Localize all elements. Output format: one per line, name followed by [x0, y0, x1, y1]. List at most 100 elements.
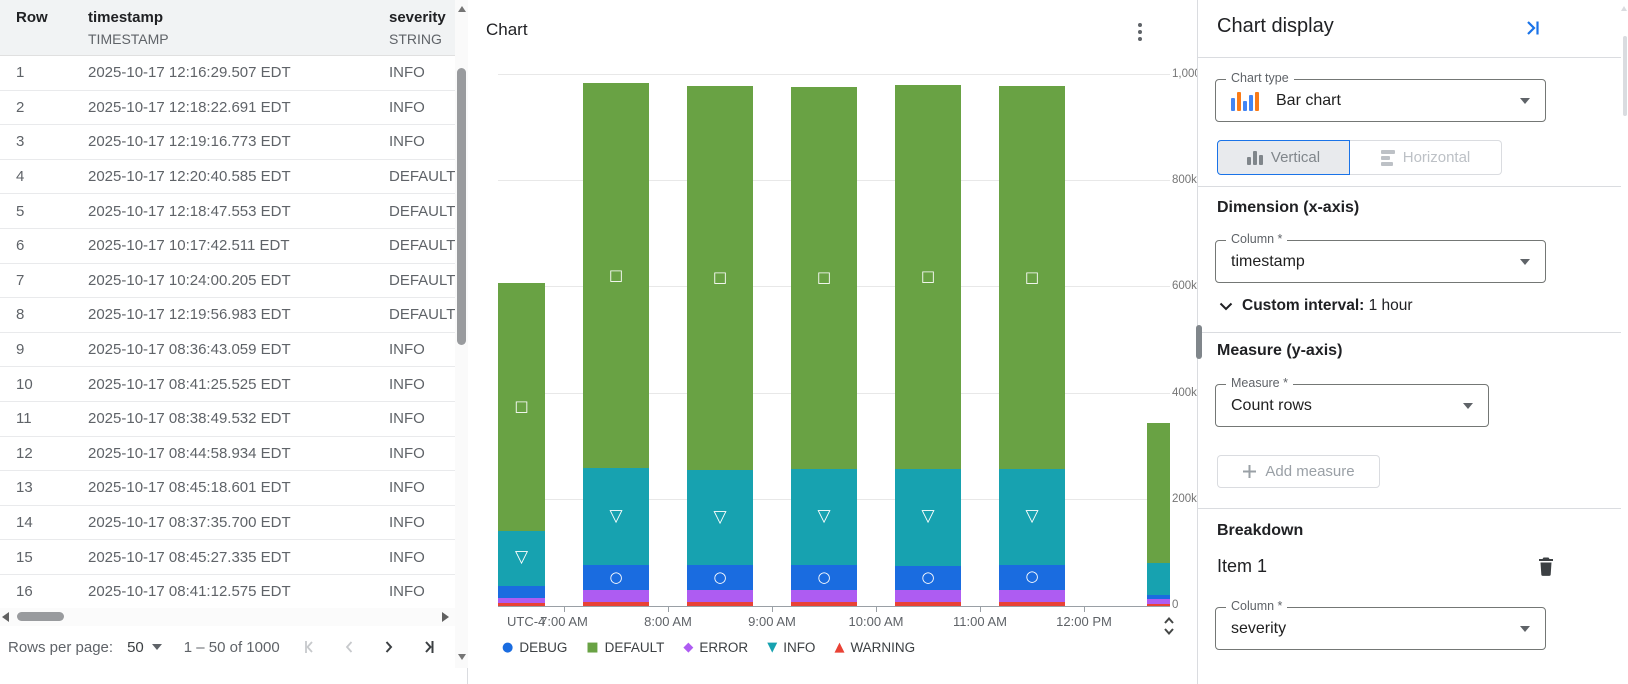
chart-type-select[interactable]: Chart type Bar chart	[1215, 71, 1546, 122]
rows-per-page-select[interactable]: 50	[127, 639, 162, 656]
bar-segment-debug[interactable]: ○	[687, 565, 753, 590]
bar-segment-debug[interactable]: ○	[583, 565, 649, 591]
vertical-orientation-button[interactable]: Vertical	[1217, 140, 1350, 175]
table-horizontal-scrollbar[interactable]	[0, 608, 455, 626]
triangle-up-legend-icon: ▲	[834, 640, 845, 655]
bar-segment-error[interactable]	[999, 589, 1065, 603]
bar-segment-default[interactable]: □	[999, 86, 1065, 470]
chevron-down-icon	[1520, 97, 1530, 104]
bar-segment-error[interactable]	[583, 590, 649, 603]
bar-segment-default[interactable]: □	[895, 85, 961, 470]
bar-segment-info[interactable]: ▽	[895, 469, 961, 566]
bar-segment-warning[interactable]	[791, 602, 857, 606]
legend-item-info[interactable]: ▼ INFO	[767, 640, 815, 655]
square-legend-icon: ■	[586, 640, 599, 655]
panel-scrollbar-thumb[interactable]	[1196, 325, 1202, 359]
table-header-row: Row timestamp TIMESTAMP severity STRING	[0, 0, 455, 56]
bar-segment-debug[interactable]	[498, 585, 545, 599]
table-row: 16 2025-10-17 08:41:12.575 EDT INFO	[0, 574, 455, 610]
legend-item-error[interactable]: ◆ ERROR	[683, 640, 748, 655]
bar-segment-warning[interactable]	[583, 602, 649, 606]
table-cell: 4	[16, 168, 25, 186]
table-cell: 1	[16, 64, 25, 82]
last-page-button[interactable]	[414, 632, 444, 662]
bar-segment-debug[interactable]: ○	[999, 564, 1065, 590]
vertical-label: Vertical	[1270, 149, 1321, 166]
scroll-up-arrow-icon[interactable]	[458, 6, 466, 12]
chevron-down-icon	[1520, 258, 1530, 265]
custom-interval-value: 1 hour	[1368, 297, 1413, 314]
bar-segment-info[interactable]: ▽	[498, 530, 545, 586]
measure-value: Count rows	[1231, 396, 1312, 414]
x-axis-line	[498, 606, 1170, 607]
x-axis-tick	[564, 606, 565, 612]
bar-segment-default[interactable]: □	[498, 282, 545, 531]
delete-item-icon[interactable]	[1535, 555, 1557, 577]
window-scrollbar[interactable]	[1621, 0, 1628, 684]
breakdown-column-select[interactable]: Column * severity	[1215, 599, 1546, 650]
dimension-column-select[interactable]: Column * timestamp	[1215, 232, 1546, 283]
bar-segment-warning[interactable]	[999, 602, 1065, 606]
table-cell: DEFAULT	[389, 306, 455, 324]
bar-segment-warning[interactable]	[895, 602, 961, 606]
custom-interval-expander[interactable]: Custom interval: 1 hour	[1219, 297, 1413, 315]
chart-options-kebab-menu[interactable]	[1131, 21, 1149, 43]
horizontal-scrollbar-thumb[interactable]	[17, 612, 64, 621]
x-axis-tick	[980, 606, 981, 612]
vertical-scrollbar-thumb[interactable]	[457, 68, 466, 345]
bar-segment-debug[interactable]: ○	[895, 565, 961, 591]
horizontal-orientation-button[interactable]: Horizontal	[1350, 140, 1502, 175]
triangle-down-marker-icon: ▽	[609, 505, 623, 526]
legend-item-warning[interactable]: ▲ WARNING	[834, 640, 915, 655]
bar-segment-info[interactable]: ▽	[791, 469, 857, 566]
scroll-left-arrow-icon[interactable]	[2, 612, 9, 622]
collapse-panel-icon[interactable]	[1522, 17, 1546, 41]
bar-segment-info[interactable]: ▽	[583, 468, 649, 566]
circle-marker-icon: ○	[713, 567, 727, 586]
bar-segment-error[interactable]	[687, 589, 753, 603]
previous-page-button[interactable]	[334, 632, 364, 662]
bar-segment-error[interactable]	[791, 590, 857, 603]
bar-segment-error[interactable]	[895, 590, 961, 603]
scroll-right-arrow-icon[interactable]	[442, 612, 449, 622]
bar-segment-info[interactable]: ▽	[999, 469, 1065, 565]
scrollbar-thumb[interactable]	[1623, 36, 1627, 116]
next-page-button[interactable]	[374, 632, 404, 662]
bar-segment-warning[interactable]	[498, 602, 545, 606]
results-table-body: 1 2025-10-17 12:16:29.507 EDT INFO 2 2025-10…	[0, 56, 455, 610]
bar-segment-error[interactable]	[1147, 599, 1170, 604]
circle-marker-icon: ○	[817, 568, 831, 587]
table-cell: 14	[16, 514, 33, 532]
table-row: 9 2025-10-17 08:36:43.059 EDT INFO	[0, 332, 455, 368]
bar-segment-debug[interactable]	[1147, 594, 1170, 600]
table-cell: 6	[16, 237, 25, 255]
bar-segment-warning[interactable]	[687, 602, 753, 606]
x-axis-tick-label: 12:00 PM	[1056, 614, 1112, 629]
add-measure-button[interactable]: Add measure	[1217, 455, 1380, 488]
bar-segment-default[interactable]: □	[791, 86, 857, 470]
first-page-button[interactable]	[294, 632, 324, 662]
legend-item-default[interactable]: ■ DEFAULT	[586, 640, 664, 655]
unfold-more-icon[interactable]	[1157, 613, 1181, 639]
measure-select[interactable]: Measure * Count rows	[1215, 376, 1489, 427]
bar-segment-default[interactable]: □	[583, 83, 649, 469]
legend-label: DEFAULT	[604, 640, 665, 655]
table-cell: 2025-10-17 10:24:00.205 EDT	[88, 271, 291, 289]
bar-chart-icon	[1231, 91, 1259, 111]
bar-segment-info[interactable]: ▽	[687, 469, 753, 566]
bar-segment-default[interactable]	[1147, 422, 1170, 563]
bar-segment-debug[interactable]: ○	[791, 565, 857, 591]
table-row: 11 2025-10-17 08:38:49.532 EDT INFO	[0, 401, 455, 437]
x-axis-tick-label: 10:00 AM	[848, 614, 904, 629]
bar-segment-info[interactable]	[1147, 563, 1170, 595]
measure-heading: Measure (y-axis)	[1217, 342, 1343, 359]
bar-segment-default[interactable]: □	[687, 86, 753, 470]
legend-item-debug[interactable]: ● DEBUG	[502, 640, 567, 655]
bar-segment-warning[interactable]	[1147, 603, 1170, 606]
bar-segment-error[interactable]	[498, 598, 545, 603]
table-cell: 7	[16, 271, 25, 289]
table-cell: INFO	[389, 548, 425, 566]
table-vertical-scrollbar[interactable]	[455, 0, 468, 668]
table-cell: 2025-10-17 12:18:47.553 EDT	[88, 202, 291, 220]
scroll-down-arrow-icon[interactable]	[458, 654, 466, 660]
